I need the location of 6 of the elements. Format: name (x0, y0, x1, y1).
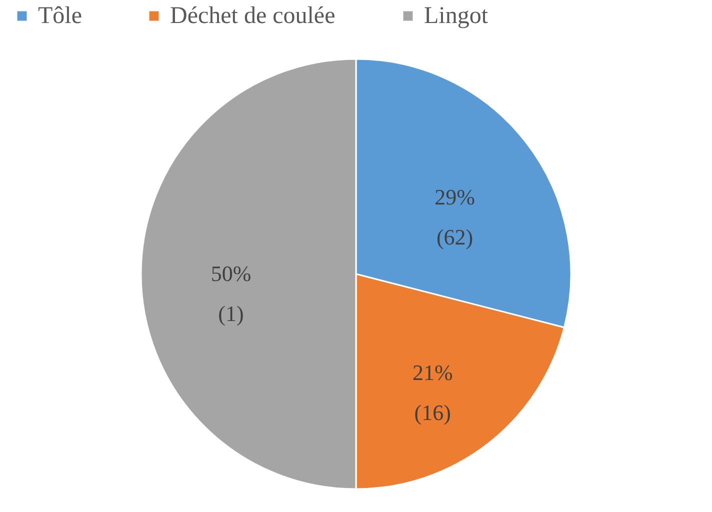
legend-label: Tôle (38, 3, 82, 29)
legend-label: Lingot (424, 3, 488, 29)
legend-label: Déchet de coulée (170, 3, 336, 29)
data-label: 50% (1) (210, 261, 252, 326)
data-label: 29% (62) (434, 184, 475, 250)
data-label: 21% (16) (412, 360, 453, 425)
